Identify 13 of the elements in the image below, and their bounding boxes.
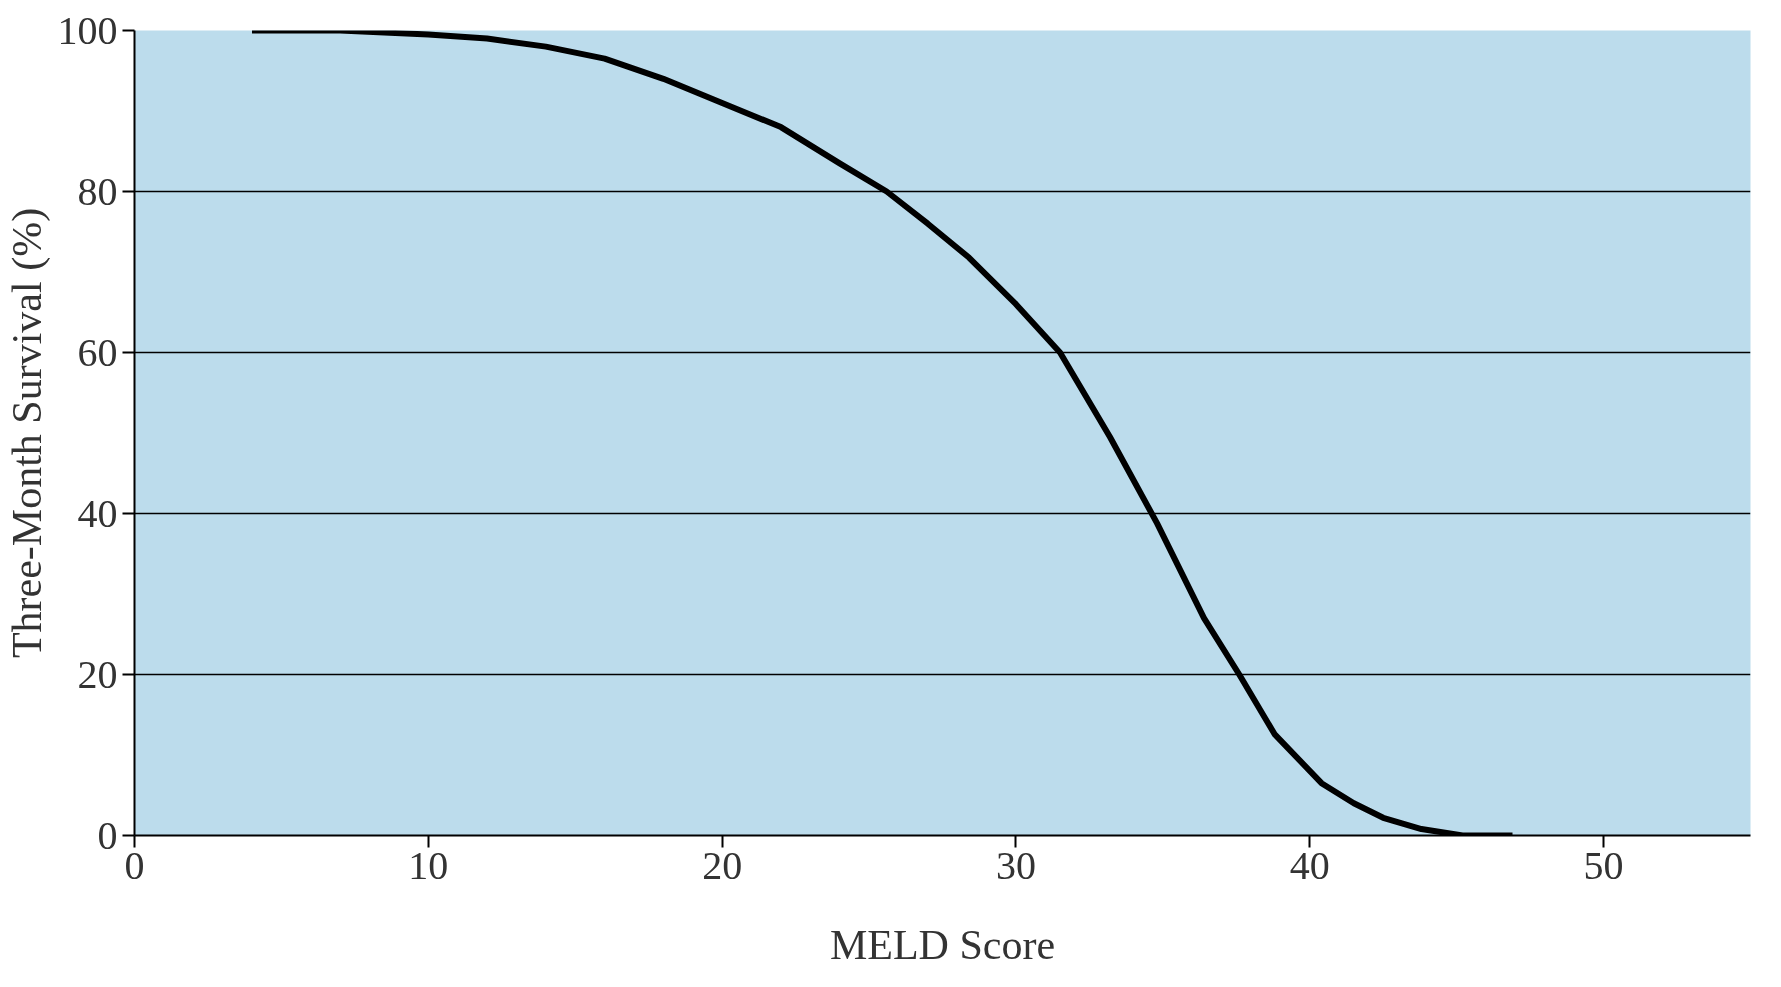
- y-tick-label: 0: [97, 812, 118, 858]
- y-tick-label: 20: [77, 651, 118, 697]
- x-axis-title: MELD Score: [829, 921, 1056, 968]
- x-tick-label: 50: [1583, 842, 1624, 888]
- x-tick-label: 10: [408, 842, 449, 888]
- x-tick-label: 20: [702, 842, 743, 888]
- x-tick-label: 40: [1289, 842, 1330, 888]
- y-tick-label: 100: [57, 7, 118, 53]
- x-tick-label: 30: [995, 842, 1036, 888]
- y-tick-label: 80: [77, 168, 118, 214]
- y-tick-label: 60: [77, 329, 118, 375]
- y-tick-label: 40: [77, 490, 118, 536]
- y-axis-title: Three-Month Survival (%): [3, 207, 51, 659]
